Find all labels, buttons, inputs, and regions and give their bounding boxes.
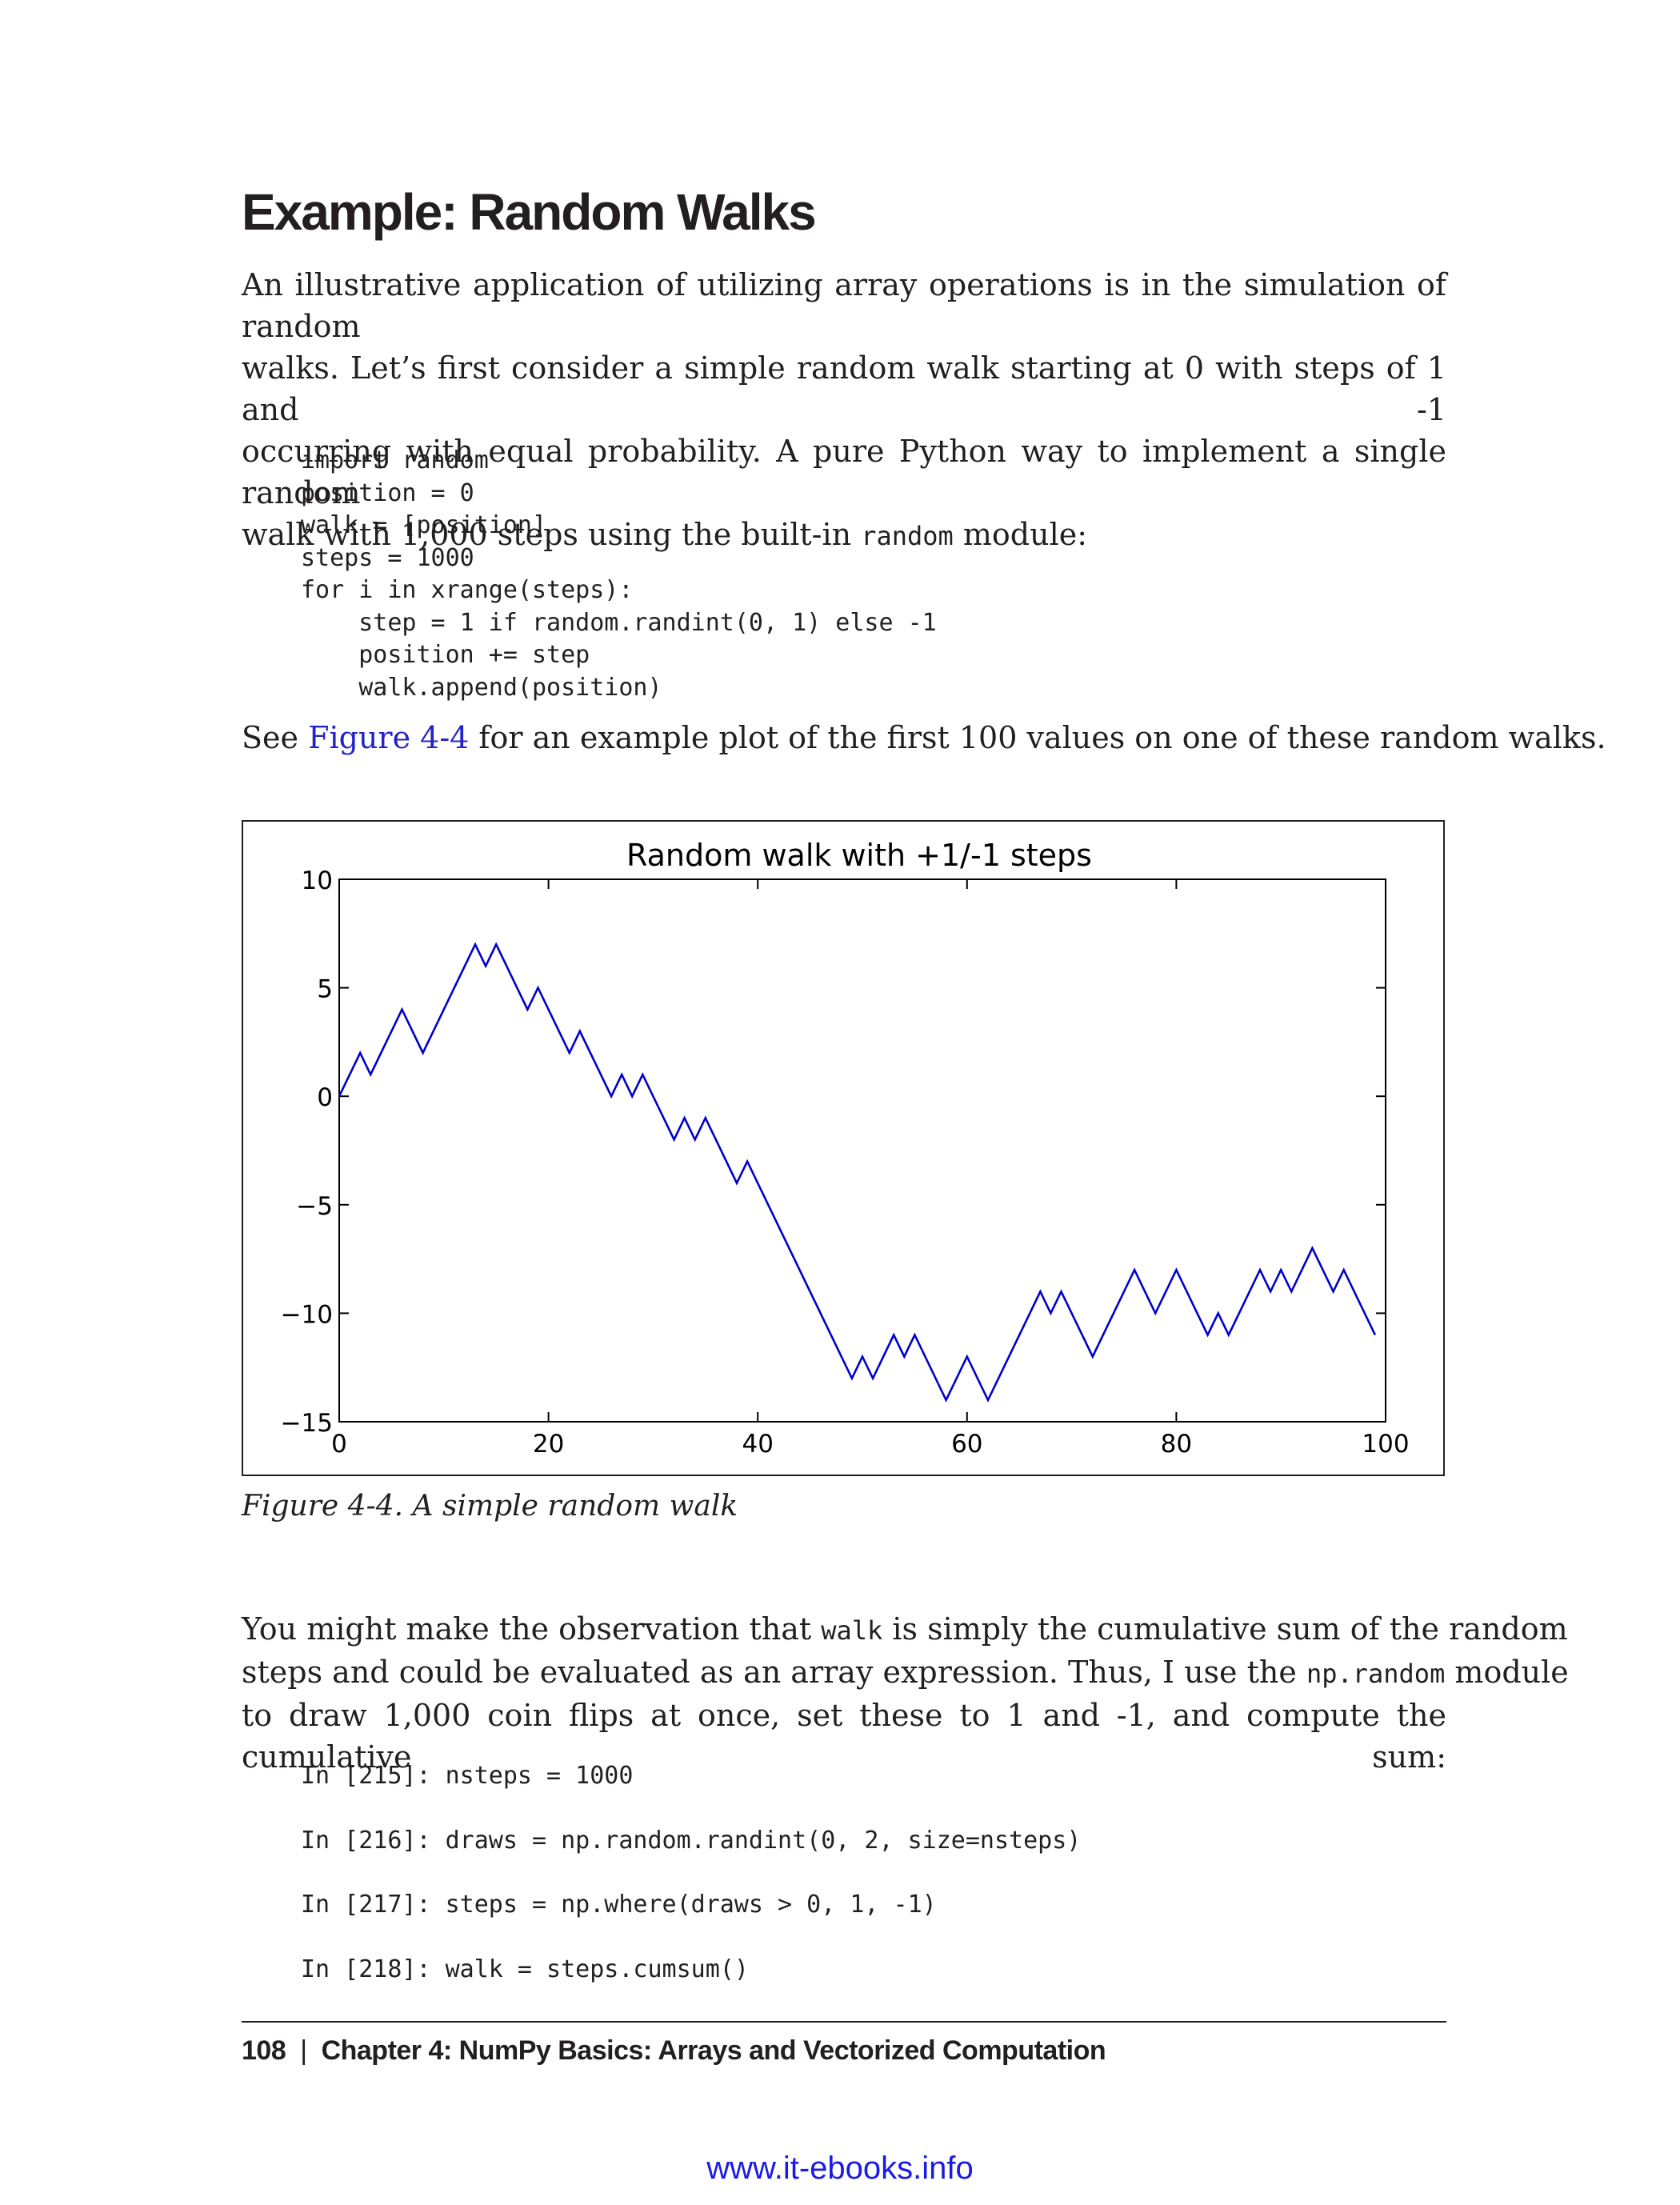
x-tick-label: 0 [331, 1430, 347, 1459]
x-tick-label: 20 [533, 1430, 564, 1459]
cumsum-paragraph: You might make the observation that walk… [242, 1608, 1569, 1778]
chapter-title: Chapter 4: NumPy Basics: Arrays and Vect… [321, 2035, 1106, 2066]
cumsum-line-3: to draw 1,000 coin flips at once, set th… [242, 1698, 1446, 1775]
y-tick-label: 10 [302, 866, 333, 895]
chart-title: Random walk with +1/-1 steps [626, 838, 1092, 873]
y-tick-label: −10 [281, 1300, 333, 1329]
intro-paragraph: An illustrative application of utilizing… [242, 264, 1446, 557]
code-listing-pure-python: import random position = 0 walk = [posit… [301, 446, 937, 702]
y-tick-label: −15 [281, 1409, 333, 1438]
y-tick-label: 5 [317, 975, 333, 1004]
intro-line-2: walks. Let’s first consider a simple ran… [242, 350, 1446, 427]
x-tick-label: 100 [1362, 1430, 1409, 1459]
cumsum-line-2: steps and could be evaluated as an array… [242, 1655, 1569, 1690]
x-tick-label: 80 [1161, 1430, 1192, 1459]
intro-line-1: An illustrative application of utilizing… [242, 267, 1446, 344]
inline-code-walk: walk [821, 1615, 883, 1646]
section-heading: Example: Random Walks [242, 183, 817, 241]
plot-area [338, 878, 1386, 1423]
page-number: 108 [242, 2035, 286, 2066]
figure-frame: Random walk with +1/-1 steps 0 20 40 60 80 10… [242, 820, 1445, 1476]
x-tick-label: 40 [742, 1430, 773, 1459]
figure-link[interactable]: Figure 4-4 [308, 720, 470, 755]
cumsum-line-1: You might make the observation that walk… [242, 1611, 1568, 1647]
watermark-link[interactable]: www.it-ebooks.info [706, 2151, 974, 2186]
random-walk-chart: Random walk with +1/-1 steps 0 20 40 60 80 10… [281, 838, 1410, 1459]
footer-rule [242, 2021, 1446, 2023]
series-line [338, 942, 1377, 1403]
code-listing-ipython: In [215]: nsteps = 1000 In [216]: draws … [301, 1762, 1082, 1983]
footer-separator: | [300, 2035, 307, 2066]
y-tick-label: 0 [317, 1083, 333, 1112]
figure-caption: Figure 4-4. A simple random walk [242, 1490, 738, 1523]
intro-line-4: walk with 1,000 steps using the built-in… [242, 517, 1088, 552]
inline-code-np-random: np.random [1306, 1659, 1446, 1689]
inline-code-random: random [861, 521, 954, 551]
page-footer: 108 | Chapter 4: NumPy Basics: Arrays and … [242, 2035, 1106, 2067]
see-figure-paragraph: See Figure 4-4 for an example plot of th… [242, 720, 1606, 755]
x-tick-label: 60 [951, 1430, 982, 1459]
intro-line-3: occurring with equal probability. A pure… [242, 434, 1446, 510]
y-tick-label: −5 [296, 1192, 333, 1221]
